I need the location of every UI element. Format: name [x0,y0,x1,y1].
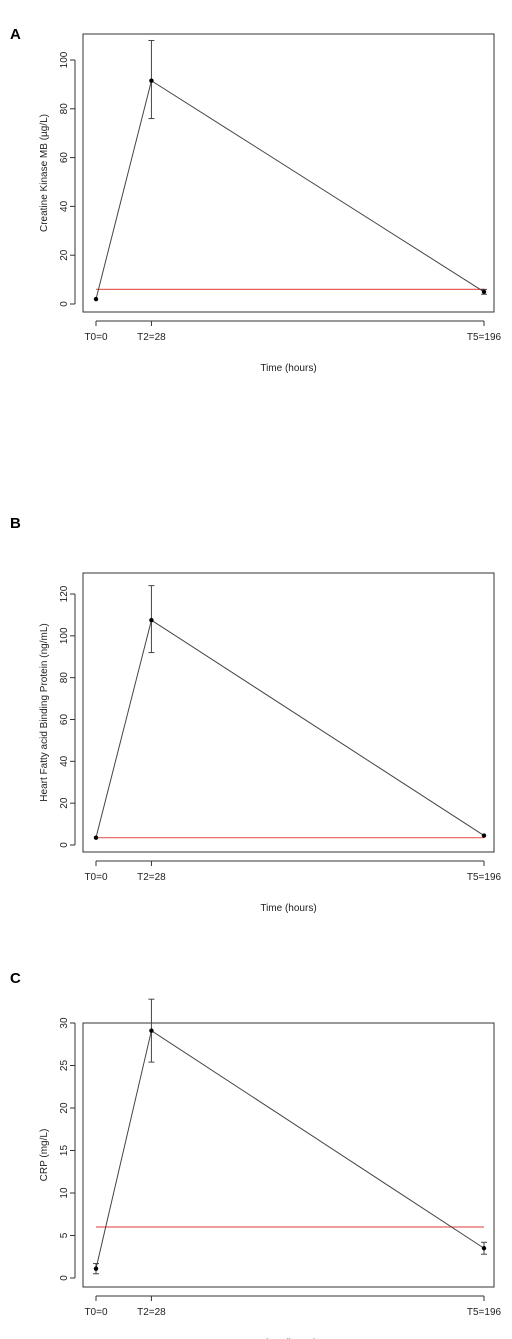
y-axis-title: Heart Fatty acid Binding Protein (ng/mL) [39,623,50,801]
data-point [481,289,487,294]
y-tick-label: 0 [59,301,70,307]
y-tick-label: 20 [59,1102,70,1114]
data-point [93,835,99,840]
plot-frame [82,1022,495,1288]
y-tick-label: 0 [59,842,70,848]
y-tick-label: 80 [59,103,70,115]
y-tick-label: 80 [59,672,70,684]
series-line [95,79,485,300]
panel-label-c: C [10,970,21,987]
y-tick-label: 15 [59,1145,70,1157]
y-tick-label: 5 [59,1232,70,1238]
data-point [481,833,487,838]
y-tick-label: 0 [59,1275,70,1281]
x-tick-label: T2=28 [137,332,166,343]
y-tick-label: 30 [59,1017,70,1029]
panel-label-b: B [10,515,21,532]
y-tick-label: 20 [59,249,70,261]
chart-a: 0 20 40 60 80 100 T0=0 T2=28 T5=196 Time (hours) C… [39,33,502,374]
y-tick-label: 100 [59,627,70,644]
x-tick-label: T0=0 [84,332,108,343]
y-axis-title: CRP (mg/L) [39,1129,50,1182]
x-tick-label: T0=0 [84,1307,108,1318]
x-tick-label: T5=196 [467,332,502,343]
y-tick-label: 60 [59,152,70,164]
plot-frame [82,33,495,313]
y-tick-label: 40 [59,755,70,767]
y-tick-label: 10 [59,1187,70,1199]
data-point [93,1266,99,1271]
panel-label-a: A [10,26,21,43]
chart-b: 0 20 40 60 80 100 120 T0=0 T2=28 T5=196 Time (hour… [39,572,502,914]
plot-frame [82,572,495,853]
y-tick-label: 60 [59,714,70,726]
y-tick-label: 25 [59,1060,70,1072]
x-axis-title: Time (hours) [260,363,316,374]
data-point [93,296,99,302]
x-axis-title: Time (hours) [260,903,316,914]
x-tick-label: T2=28 [137,872,166,883]
chart-panel-b: B 0 20 40 60 80 100 120 T0=0 T2=28 T5=196 Time (ho… [0,505,512,914]
x-tick-label: T5=196 [467,1307,502,1318]
y-tick-label: 20 [59,797,70,809]
y-axis-title: Creatine Kinase MB (µg/L) [39,114,50,232]
data-point [149,617,154,623]
y-tick-label: 40 [59,200,70,212]
data-point [149,78,154,83]
y-tick-label: 120 [59,585,70,602]
data-point [481,1246,487,1251]
x-tick-label: T5=196 [467,872,502,883]
y-tick-label: 100 [59,51,70,68]
x-tick-label: T0=0 [84,872,108,883]
chart-panel-a: A 0 20 40 60 80 100 T0=0 T2=28 T5=196 Time (hours… [0,14,512,394]
x-tick-label: T2=28 [137,1307,166,1318]
series-line [95,1029,485,1269]
data-point [149,1028,154,1033]
